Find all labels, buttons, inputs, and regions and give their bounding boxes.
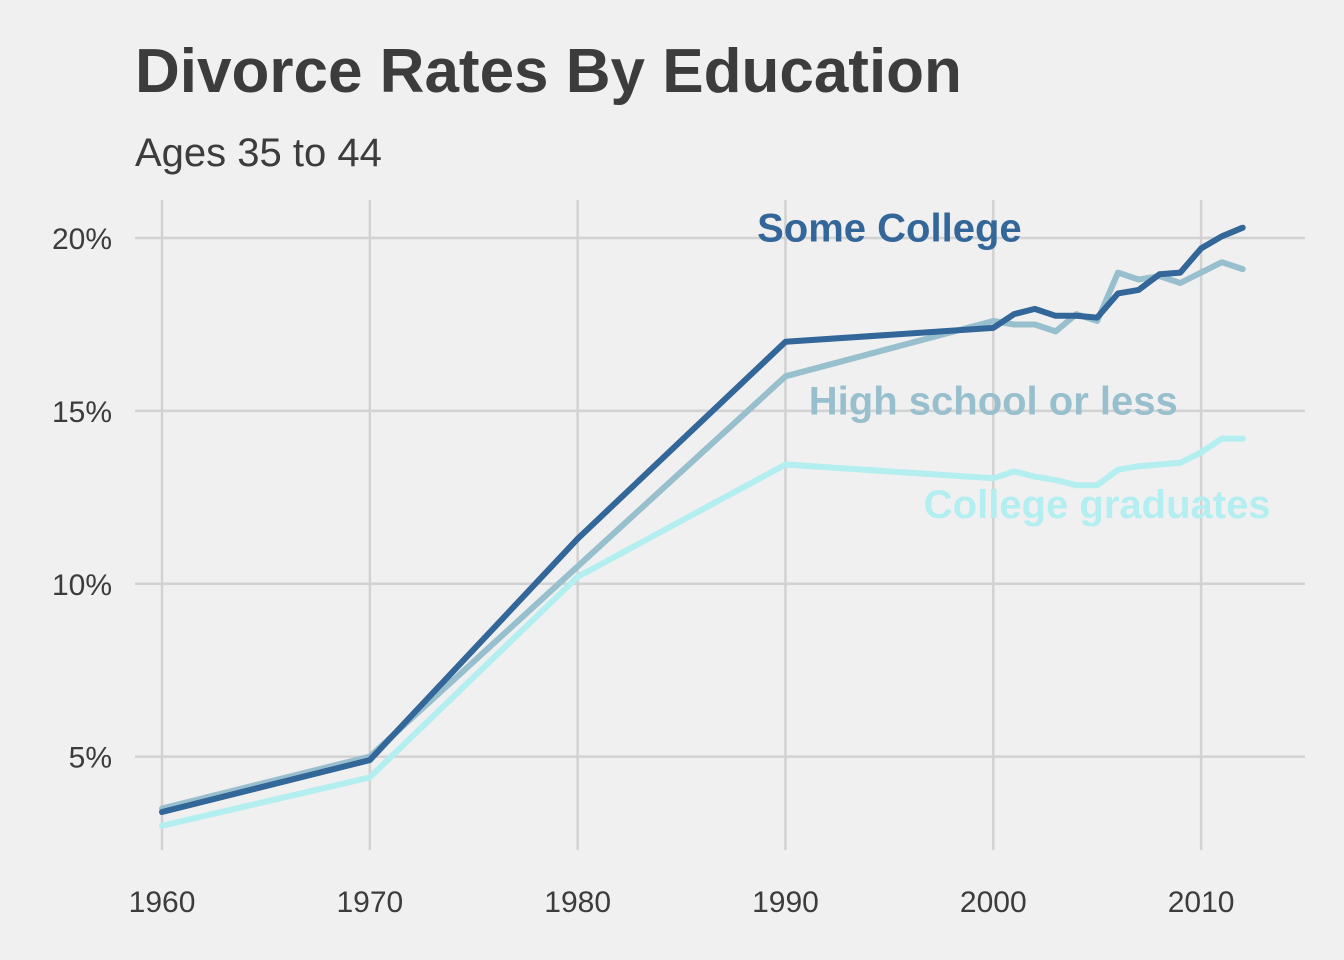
chart-title: Divorce Rates By Education: [135, 37, 962, 106]
series-label-college-graduates: College graduates: [924, 483, 1271, 527]
series-label-high-school-or-less: High school or less: [809, 379, 1178, 423]
x-tick-label-2000: 2000: [960, 886, 1027, 919]
series-line-college-graduates: [159, 435, 1246, 829]
series-lines: [159, 224, 1246, 829]
series-line-some-college: [159, 224, 1246, 815]
x-tick-label-1960: 1960: [129, 886, 196, 919]
y-tick-label-10: 10%: [52, 569, 112, 602]
x-tick-label-1980: 1980: [544, 886, 611, 919]
axis-ticks: 1960 1970 1980 1990 2000 2010 5% 10% 15% 20%: [52, 223, 1235, 919]
chart-subtitle: Ages 35 to 44: [135, 131, 382, 175]
y-tick-label-20: 20%: [52, 223, 112, 256]
x-tick-label-2010: 2010: [1168, 886, 1235, 919]
y-tick-label-5: 5%: [69, 742, 112, 775]
x-tick-label-1990: 1990: [752, 886, 819, 919]
gridlines: [135, 200, 1305, 850]
x-tick-label-1970: 1970: [336, 886, 403, 919]
y-tick-label-15: 15%: [52, 396, 112, 429]
series-labels: Some College High school or less College g…: [757, 206, 1270, 527]
series-line-high-school-or-less: [159, 259, 1246, 812]
series-label-some-college: Some College: [757, 206, 1022, 250]
